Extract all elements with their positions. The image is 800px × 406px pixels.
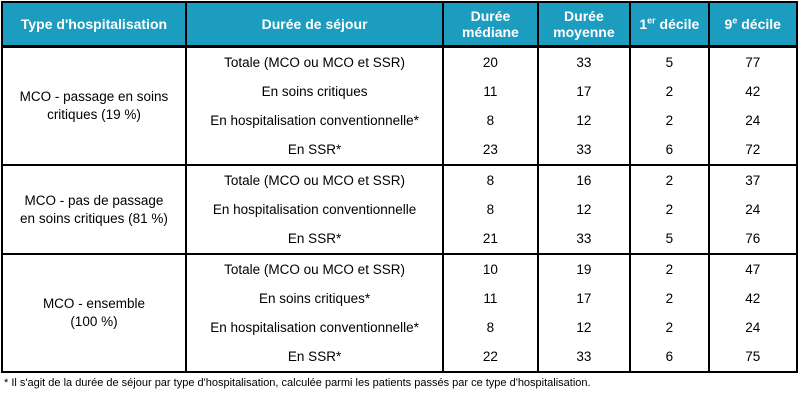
- value-cell: 5: [629, 45, 710, 77]
- stay-type-label: Totale (MCO ou MCO et SSR): [184, 45, 445, 77]
- col-header-duree-mediane: Durée médiane: [442, 1, 539, 48]
- table-row: En soins critiques* 11 17 2 42: [2, 284, 799, 313]
- stay-type-label: En soins critiques: [184, 77, 445, 106]
- value-cell: 6: [629, 135, 710, 165]
- table-row: MCO - passage en soins critiques (19 %) T…: [1, 45, 799, 165]
- value-cell: 17: [536, 284, 632, 313]
- col-header-duree-moyenne: Durée moyenne: [536, 1, 632, 48]
- value-cell: 12: [536, 195, 632, 224]
- value-cell: 22: [442, 342, 539, 372]
- col-header-1er-decile: 1er décile: [629, 1, 710, 48]
- decile9-word: décile: [737, 15, 781, 32]
- value-cell: 75: [707, 342, 799, 372]
- table-row: En hospitalisation conventionnelle* 8 12 2 2…: [2, 313, 799, 342]
- value-cell: 33: [536, 224, 632, 254]
- value-cell: 5: [629, 224, 710, 254]
- value-cell: 10: [442, 253, 539, 284]
- value-cell: 77: [707, 45, 799, 77]
- stay-type-label: Totale (MCO ou MCO et SSR): [184, 164, 445, 195]
- value-cell: 16: [536, 164, 632, 195]
- value-cell: 8: [442, 164, 539, 195]
- value-cell: 12: [536, 313, 632, 342]
- decile1-number: 1: [639, 15, 648, 32]
- value-cell: 24: [707, 195, 799, 224]
- stay-type-label: Totale (MCO ou MCO et SSR): [184, 253, 445, 284]
- stay-type-label: En SSR*: [184, 342, 445, 372]
- group-label: MCO - passage en soins critiques (19 %): [1, 45, 187, 165]
- table-body: MCO - passage en soins critiques (19 %) T…: [1, 45, 799, 372]
- value-cell: 23: [442, 135, 539, 165]
- value-cell: 2: [629, 77, 710, 106]
- table-footnote: * Il s'agit de la durée de séjour par ty…: [4, 377, 591, 389]
- value-cell: 20: [442, 45, 539, 77]
- value-cell: 33: [536, 342, 632, 372]
- col-header-type-hospitalisation: Type d'hospitalisation: [1, 1, 187, 48]
- table-row: En SSR* 22 33 6 75: [2, 342, 799, 372]
- value-cell: 2: [629, 106, 710, 135]
- value-cell: 11: [442, 77, 539, 106]
- stay-type-label: En hospitalisation conventionnelle*: [184, 106, 445, 135]
- value-cell: 42: [707, 284, 799, 313]
- table-row: En soins critiques 11 17 2 42: [2, 77, 799, 106]
- value-cell: 2: [629, 284, 710, 313]
- col-header-9e-decile: 9e décile: [707, 1, 799, 48]
- value-cell: 19: [536, 253, 632, 284]
- value-cell: 24: [707, 106, 799, 135]
- value-cell: 8: [442, 106, 539, 135]
- value-cell: 33: [536, 45, 632, 77]
- value-cell: 17: [536, 77, 632, 106]
- table-row: En SSR* 21 33 5 76: [2, 224, 799, 254]
- value-cell: 8: [442, 195, 539, 224]
- decile1-superscript: er: [647, 15, 656, 26]
- table-row: MCO - pas de passage en soins critiques …: [1, 164, 799, 254]
- value-cell: 2: [629, 253, 710, 284]
- value-cell: 33: [536, 135, 632, 165]
- value-cell: 42: [707, 77, 799, 106]
- stay-type-label: En soins critiques*: [184, 284, 445, 313]
- table-row: En hospitalisation conventionnelle* 8 12 2 2…: [2, 106, 799, 135]
- value-cell: 12: [536, 106, 632, 135]
- group-label: MCO - pas de passage en soins critiques …: [1, 164, 187, 254]
- value-cell: 8: [442, 313, 539, 342]
- stay-type-label: En SSR*: [184, 135, 445, 165]
- decile1-word: décile: [655, 15, 700, 32]
- group-label: MCO - ensemble (100 %): [1, 253, 187, 372]
- decile9-number: 9: [724, 15, 733, 32]
- hospital-stay-table: Type d'hospitalisation Durée de séjour D…: [1, 1, 799, 373]
- value-cell: 6: [629, 342, 710, 372]
- value-cell: 11: [442, 284, 539, 313]
- value-cell: 24: [707, 313, 799, 342]
- value-cell: 2: [629, 313, 710, 342]
- stay-type-label: En hospitalisation conventionnelle*: [184, 313, 445, 342]
- table-row: En SSR* 23 33 6 72: [2, 135, 799, 165]
- value-cell: 21: [442, 224, 539, 254]
- value-cell: 47: [707, 253, 799, 284]
- col-header-duree-sejour: Durée de séjour: [184, 1, 445, 48]
- value-cell: 2: [629, 195, 710, 224]
- stay-type-label: En hospitalisation conventionnelle: [184, 195, 445, 224]
- value-cell: 2: [629, 164, 710, 195]
- table-row: En hospitalisation conventionnelle 8 12 2 24: [2, 195, 799, 224]
- value-cell: 37: [707, 164, 799, 195]
- decile9-superscript: e: [732, 15, 738, 26]
- header-row: Type d'hospitalisation Durée de séjour D…: [1, 1, 799, 48]
- value-cell: 72: [707, 135, 799, 165]
- stay-type-label: En SSR*: [184, 224, 445, 254]
- value-cell: 76: [707, 224, 799, 254]
- table-row: MCO - ensemble (100 %) Totale (MCO ou MCO…: [1, 253, 799, 372]
